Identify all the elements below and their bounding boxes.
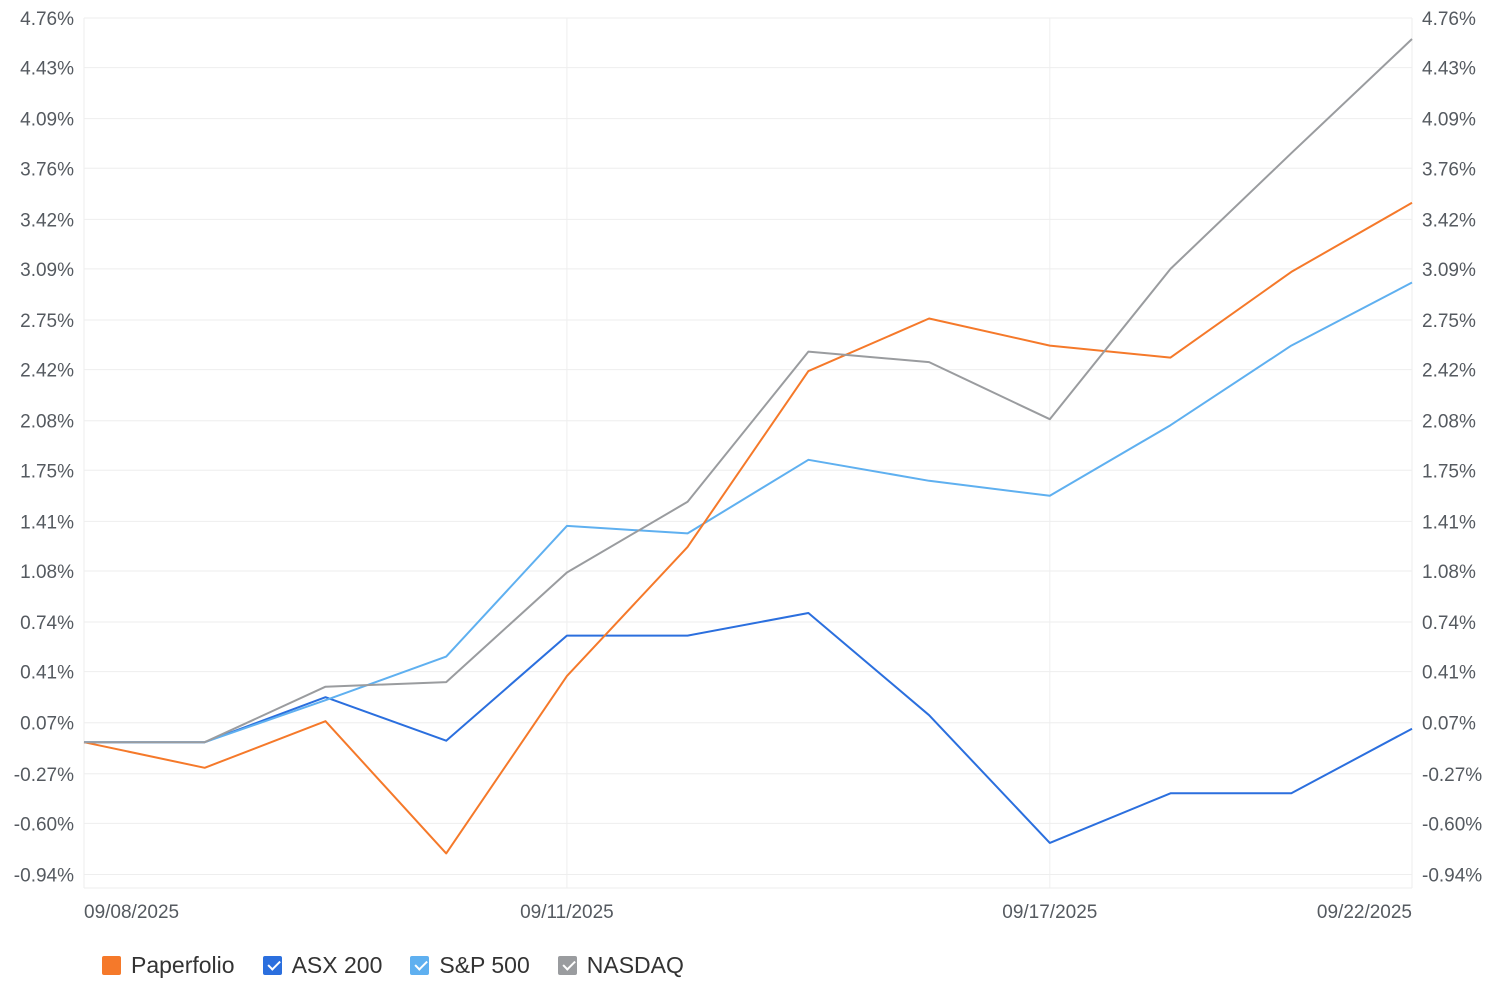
y-tick-label-left: 4.76% bbox=[20, 9, 74, 30]
legend-label-nasdaq: NASDAQ bbox=[586, 952, 684, 978]
y-tick-label-left: 1.41% bbox=[20, 512, 74, 533]
y-tick-label-right: 4.76% bbox=[1422, 9, 1476, 30]
legend: Paperfolio ASX 200 S&P 500 NASDAQ bbox=[102, 952, 712, 979]
y-tick-label-left: 0.41% bbox=[20, 663, 74, 684]
legend-checkbox-asx-200[interactable] bbox=[262, 956, 282, 975]
y-tick-label-right: 2.42% bbox=[1422, 361, 1476, 382]
x-axis-labels: 09/08/2025 09/11/2025 09/17/2025 09/22/2025 bbox=[84, 902, 1412, 923]
check-icon bbox=[414, 957, 429, 971]
series-line-nasdaq bbox=[84, 38, 1413, 744]
y-tick-label-left: 3.09% bbox=[20, 260, 74, 281]
y-tick-label-right: 2.75% bbox=[1422, 311, 1476, 332]
y-tick-label-right: 0.74% bbox=[1422, 613, 1476, 634]
legend-swatch-paperfolio bbox=[102, 956, 121, 975]
y-tick-label-right: -0.94% bbox=[1422, 865, 1482, 886]
y-tick-label-right: 3.76% bbox=[1422, 159, 1476, 180]
y-tick-label-left: 1.08% bbox=[20, 562, 74, 583]
y-tick-label-right: 4.09% bbox=[1422, 110, 1476, 131]
y-tick-label-left: 2.08% bbox=[20, 412, 74, 433]
series-line-sp-500 bbox=[84, 281, 1413, 744]
y-tick-label-right: 3.09% bbox=[1422, 260, 1476, 281]
y-tick-label-right: 1.41% bbox=[1422, 512, 1476, 533]
x-tick-label: 09/17/2025 bbox=[1002, 902, 1097, 923]
legend-item-asx-200[interactable]: ASX 200 bbox=[262, 952, 383, 979]
y-tick-label-left: 4.09% bbox=[20, 110, 74, 131]
series-line-paperfolio bbox=[83, 201, 1413, 855]
y-tick-label-right: 1.08% bbox=[1422, 562, 1476, 583]
y-tick-label-right: 3.42% bbox=[1422, 210, 1476, 231]
x-tick-label: 09/08/2025 bbox=[84, 902, 179, 923]
y-tick-label-right: 1.75% bbox=[1422, 461, 1476, 482]
y-tick-label-left: 4.43% bbox=[20, 59, 74, 80]
y-tick-label-right: 0.41% bbox=[1422, 663, 1476, 684]
check-icon bbox=[562, 957, 576, 971]
x-tick-label: 09/11/2025 bbox=[520, 902, 614, 923]
series-lines bbox=[83, 38, 1413, 855]
legend-label-sp-500: S&P 500 bbox=[439, 952, 530, 978]
y-tick-label-right: 2.08% bbox=[1422, 412, 1476, 433]
y-tick-label-left: -0.60% bbox=[14, 814, 74, 835]
legend-label-paperfolio: Paperfolio bbox=[131, 952, 235, 978]
legend-item-nasdaq[interactable]: NASDAQ bbox=[557, 952, 684, 979]
y-tick-label-left: -0.94% bbox=[14, 865, 74, 886]
grid-lines bbox=[83, 17, 1413, 889]
legend-checkbox-sp-500[interactable] bbox=[410, 956, 430, 975]
y-tick-label-left: 3.76% bbox=[20, 159, 74, 180]
series-line-asx-200 bbox=[84, 612, 1413, 844]
legend-label-asx-200: ASX 200 bbox=[291, 952, 383, 978]
y-tick-label-left: 3.42% bbox=[20, 210, 74, 231]
y-tick-label-left: 2.42% bbox=[20, 361, 74, 382]
legend-checkbox-nasdaq[interactable] bbox=[557, 956, 577, 975]
y-tick-label-left: 0.07% bbox=[20, 714, 74, 735]
y-axis-right-labels: 4.76% 4.43% 4.09% 3.76% 3.42% 3.09% 2.75% 2.42%… bbox=[1422, 9, 1482, 886]
check-icon bbox=[266, 957, 281, 971]
y-tick-label-left: 0.74% bbox=[20, 613, 74, 634]
legend-item-sp-500[interactable]: S&P 500 bbox=[410, 952, 530, 979]
y-tick-label-right: -0.60% bbox=[1422, 814, 1482, 835]
y-axis-left-labels: 4.76% 4.43% 4.09% 3.76% 3.42% 3.09% 2.75% 2.42%… bbox=[14, 9, 74, 886]
y-tick-label-right: 4.43% bbox=[1422, 59, 1476, 80]
y-tick-label-right: -0.27% bbox=[1422, 765, 1482, 786]
y-tick-label-left: 1.75% bbox=[20, 461, 74, 482]
y-tick-label-right: 0.07% bbox=[1422, 714, 1476, 735]
legend-item-paperfolio[interactable]: Paperfolio bbox=[102, 952, 235, 979]
y-tick-label-left: -0.27% bbox=[14, 765, 74, 786]
x-tick-label: 09/22/2025 bbox=[1317, 902, 1412, 923]
y-tick-label-left: 2.75% bbox=[20, 311, 74, 332]
